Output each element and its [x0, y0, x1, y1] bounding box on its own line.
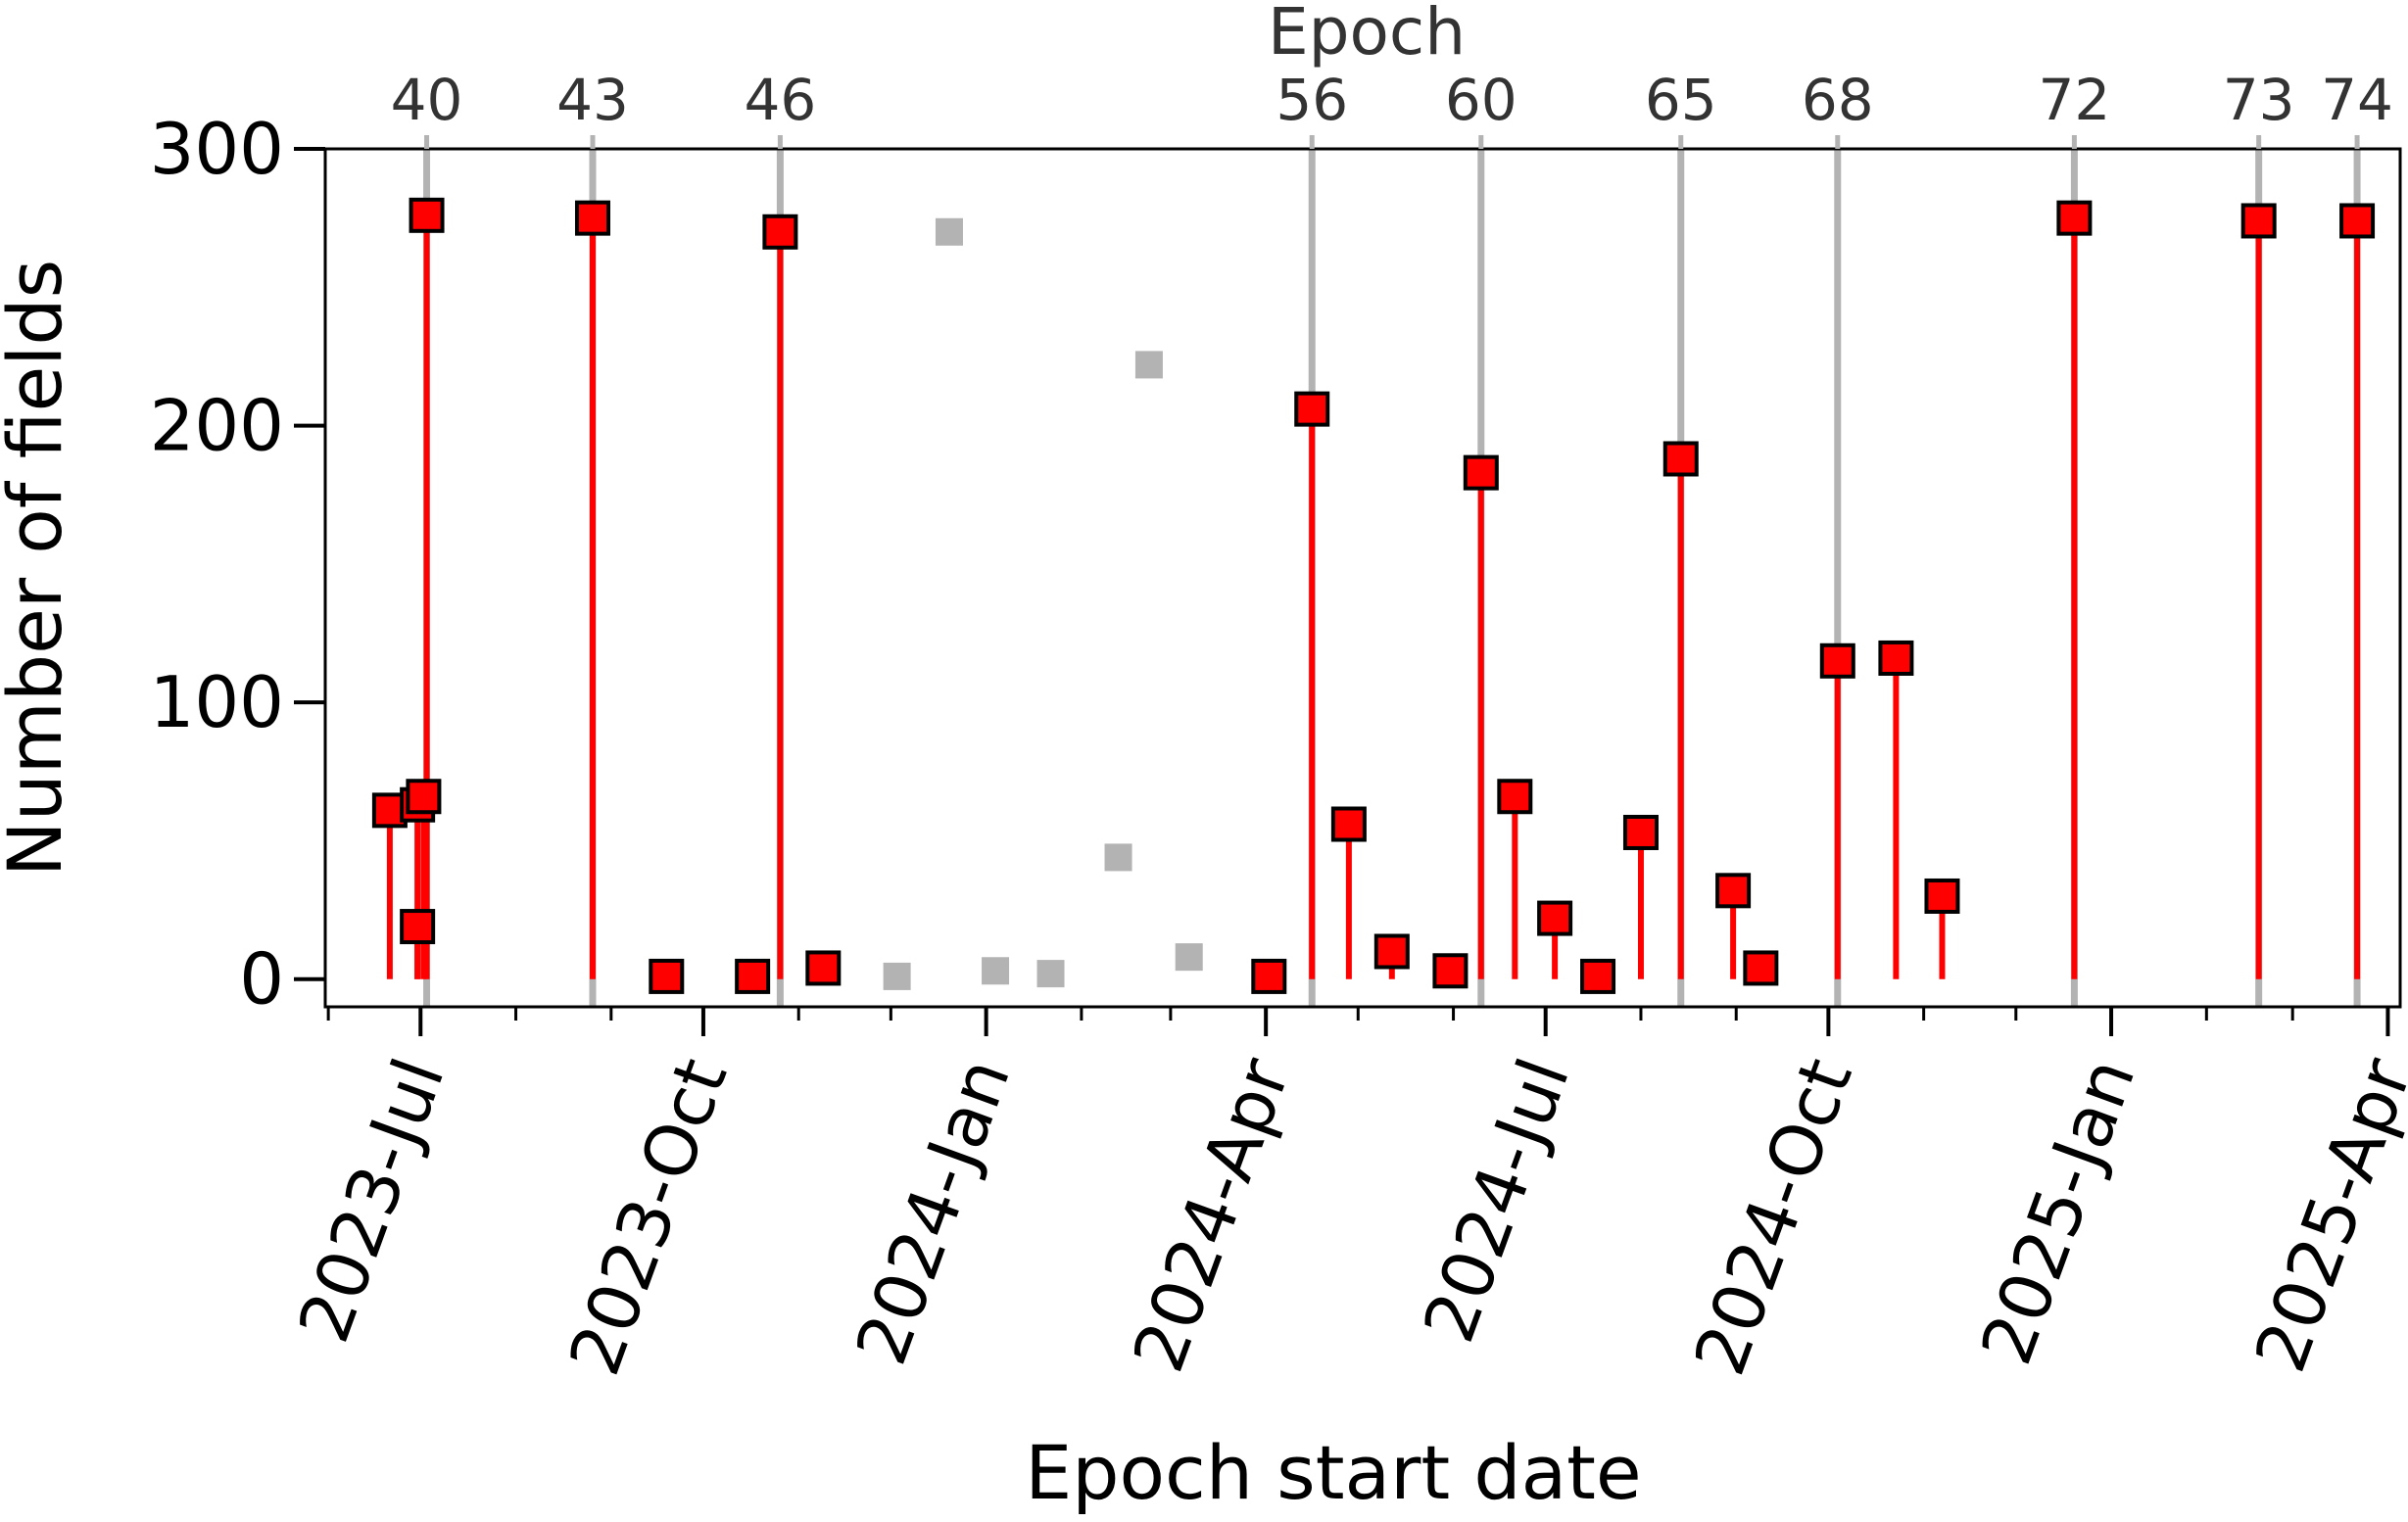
- red-point-5: [574, 200, 610, 236]
- top-tick-label-73: 73: [2223, 67, 2295, 133]
- x-tick-label-2025-Apr: 2025-Apr: [2239, 1048, 2408, 1382]
- y-tick-label-100: 100: [150, 661, 284, 743]
- x-tick-label-2025-Jan: 2025-Jan: [1965, 1048, 2151, 1374]
- red-point-18: [1580, 958, 1616, 994]
- x-tick-label-2024-Jul: 2024-Jul: [1408, 1048, 1586, 1353]
- red-points: [371, 197, 2376, 994]
- x-axis-title: Epoch start date: [1025, 1429, 1641, 1516]
- grey-point-3: [1036, 960, 1065, 988]
- top-tick-label-46: 46: [744, 67, 816, 133]
- x-tick-label-2023-Jul: 2023-Jul: [282, 1048, 460, 1353]
- top-tick-label-40: 40: [391, 67, 463, 133]
- red-point-20: [1662, 441, 1699, 477]
- red-point-9: [762, 214, 798, 250]
- top-tick-label-60: 60: [1445, 67, 1517, 133]
- top-tick-label-43: 43: [556, 67, 629, 133]
- red-point-8: [805, 950, 842, 986]
- red-point-15: [1463, 454, 1499, 491]
- red-point-6: [649, 958, 685, 994]
- top-axis: 40 43 46 56 60 65 68 72 73 74: [391, 67, 2393, 149]
- epoch-lines: [423, 149, 2361, 1007]
- top-tick-label-74: 74: [2321, 67, 2393, 133]
- top-tick-label-68: 68: [1802, 67, 1874, 133]
- red-point-28: [2339, 203, 2376, 239]
- red-point-4: [409, 197, 445, 233]
- red-point-13: [1373, 933, 1410, 970]
- grey-point-2: [982, 957, 1010, 985]
- grey-points: [883, 217, 1203, 990]
- red-point-22: [1743, 950, 1779, 986]
- red-point-16: [1497, 779, 1533, 815]
- grey-point-6: [1175, 943, 1203, 972]
- red-point-23: [1819, 642, 1855, 679]
- x-axis: 2023-Jul 2023-Oct 2024-Jan 2024-Apr 2024-Jul…: [282, 1007, 2408, 1385]
- top-tick-label-56: 56: [1276, 67, 1348, 133]
- red-point-7: [735, 958, 771, 994]
- y-tick-label-300: 300: [150, 108, 284, 190]
- grey-point-1: [935, 217, 963, 246]
- red-point-12: [1330, 806, 1367, 842]
- top-axis-title: Epoch: [1268, 0, 1466, 70]
- stems: [386, 214, 2361, 979]
- y-tick-label-200: 200: [150, 385, 284, 467]
- y-tick-label-0: 0: [239, 938, 284, 1021]
- y-axis-title: Number of fields: [0, 260, 78, 877]
- red-point-27: [2240, 203, 2277, 239]
- red-point-25: [1924, 878, 1960, 914]
- grey-point-4: [1104, 843, 1132, 872]
- x-tick-label-2023-Oct: 2023-Oct: [554, 1048, 744, 1385]
- y-axis: 0 100 200 300: [150, 108, 325, 1021]
- red-point-1: [400, 909, 436, 945]
- plot-frame: [323, 147, 2402, 1009]
- x-tick-label-2024-Oct: 2024-Oct: [1678, 1048, 1868, 1385]
- red-point-17: [1537, 900, 1573, 936]
- x-tick-label-2024-Jan: 2024-Jan: [840, 1048, 1026, 1374]
- top-tick-label-65: 65: [1645, 67, 1717, 133]
- top-tick-label-72: 72: [2038, 67, 2110, 133]
- red-point-3: [406, 779, 442, 815]
- red-point-21: [1715, 873, 1752, 909]
- red-point-26: [2056, 200, 2093, 236]
- red-point-24: [1878, 640, 1914, 676]
- red-point-11: [1294, 391, 1330, 427]
- x-tick-label-2024-Apr: 2024-Apr: [1117, 1048, 1306, 1382]
- grey-point-5: [1134, 351, 1163, 379]
- red-point-10: [1251, 958, 1287, 994]
- grey-point-0: [883, 962, 911, 990]
- red-point-14: [1432, 953, 1469, 989]
- red-point-19: [1622, 814, 1659, 850]
